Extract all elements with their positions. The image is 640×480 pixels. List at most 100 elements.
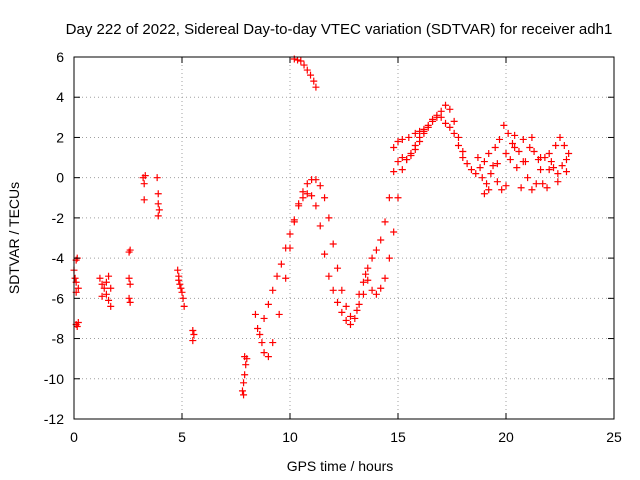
data-point: [437, 113, 445, 121]
data-point: [398, 154, 406, 162]
data-point: [562, 168, 570, 176]
data-point: [125, 274, 133, 282]
data-point: [511, 131, 519, 139]
data-point: [519, 135, 527, 143]
data-point: [353, 306, 361, 314]
data-point: [547, 158, 555, 166]
data-point: [325, 214, 333, 222]
data-point: [153, 174, 161, 182]
data-point: [242, 361, 250, 369]
data-point: [154, 200, 162, 208]
data-point: [258, 339, 266, 347]
data-point: [554, 178, 562, 186]
data-point: [411, 129, 419, 137]
data-point: [403, 156, 411, 164]
data-point: [560, 141, 568, 149]
data-point: [474, 154, 482, 162]
data-point: [517, 184, 525, 192]
y-tick-label: -6: [52, 290, 65, 306]
data-point: [506, 156, 514, 164]
data-point: [179, 294, 187, 302]
data-point: [312, 202, 320, 210]
data-point: [174, 266, 182, 274]
data-point: [107, 284, 115, 292]
data-point: [71, 274, 79, 282]
x-tick-label: 10: [282, 429, 298, 445]
data-point: [491, 144, 499, 151]
data-point: [312, 83, 320, 91]
data-point: [189, 337, 197, 345]
data-point: [359, 278, 367, 286]
data-point: [177, 284, 185, 292]
data-point: [316, 182, 324, 190]
chart-title: Day 222 of 2022, Sidereal Day-to-day VTE…: [66, 21, 613, 38]
data-point: [368, 254, 376, 262]
data-point: [74, 318, 82, 326]
data-point: [308, 192, 316, 200]
data-point: [275, 310, 283, 318]
data-point: [368, 286, 376, 294]
data-point: [264, 353, 272, 361]
data-point: [539, 180, 547, 188]
data-point: [355, 300, 363, 308]
data-point: [502, 150, 510, 158]
x-axis-label: GPS time / hours: [287, 458, 394, 474]
data-point: [416, 133, 424, 141]
data-point: [176, 280, 184, 288]
data-point: [299, 188, 307, 196]
data-point: [346, 312, 354, 320]
data-point: [504, 129, 512, 137]
data-point: [342, 316, 350, 324]
data-point: [307, 71, 315, 79]
data-point: [372, 290, 380, 298]
y-tick-label: -8: [52, 331, 65, 347]
data-point: [364, 276, 372, 284]
x-tick-label: 25: [606, 429, 622, 445]
data-point: [254, 325, 262, 332]
data-point: [390, 168, 398, 176]
y-tick-label: -10: [44, 371, 64, 387]
data-point: [295, 200, 303, 208]
data-point: [550, 164, 558, 172]
x-tick-label: 15: [390, 429, 406, 445]
data-point: [178, 288, 186, 296]
data-point: [180, 302, 188, 310]
data-point: [528, 133, 536, 141]
data-point: [342, 302, 350, 310]
data-point: [299, 194, 307, 202]
plot-frame: [73, 56, 615, 420]
data-point: [562, 156, 570, 164]
data-point: [483, 180, 491, 188]
data-point: [394, 194, 402, 202]
data-point: [73, 322, 81, 330]
data-point: [558, 162, 566, 170]
data-point: [303, 190, 311, 198]
data-point: [264, 300, 272, 308]
y-axis-label: SDTVAR / TECUs: [6, 182, 22, 294]
data-point: [454, 133, 462, 141]
data-point: [528, 186, 536, 194]
data-point: [502, 182, 510, 190]
data-point: [530, 148, 538, 156]
data-point: [496, 135, 504, 143]
data-point: [556, 133, 564, 141]
data-point: [238, 387, 246, 395]
data-point: [429, 115, 437, 123]
data-point: [338, 286, 346, 294]
data-point: [316, 222, 324, 230]
data-point: [126, 280, 134, 288]
data-point: [310, 77, 318, 85]
data-point: [545, 150, 553, 158]
data-point: [459, 154, 467, 162]
data-point: [420, 125, 428, 133]
data-point: [100, 284, 108, 292]
data-point: [260, 314, 268, 322]
data-point: [511, 144, 519, 151]
data-point: [411, 141, 419, 149]
data-point: [493, 178, 501, 186]
data-point: [480, 190, 488, 198]
data-point: [526, 144, 534, 151]
data-point: [500, 121, 508, 129]
data-point: [241, 371, 249, 379]
